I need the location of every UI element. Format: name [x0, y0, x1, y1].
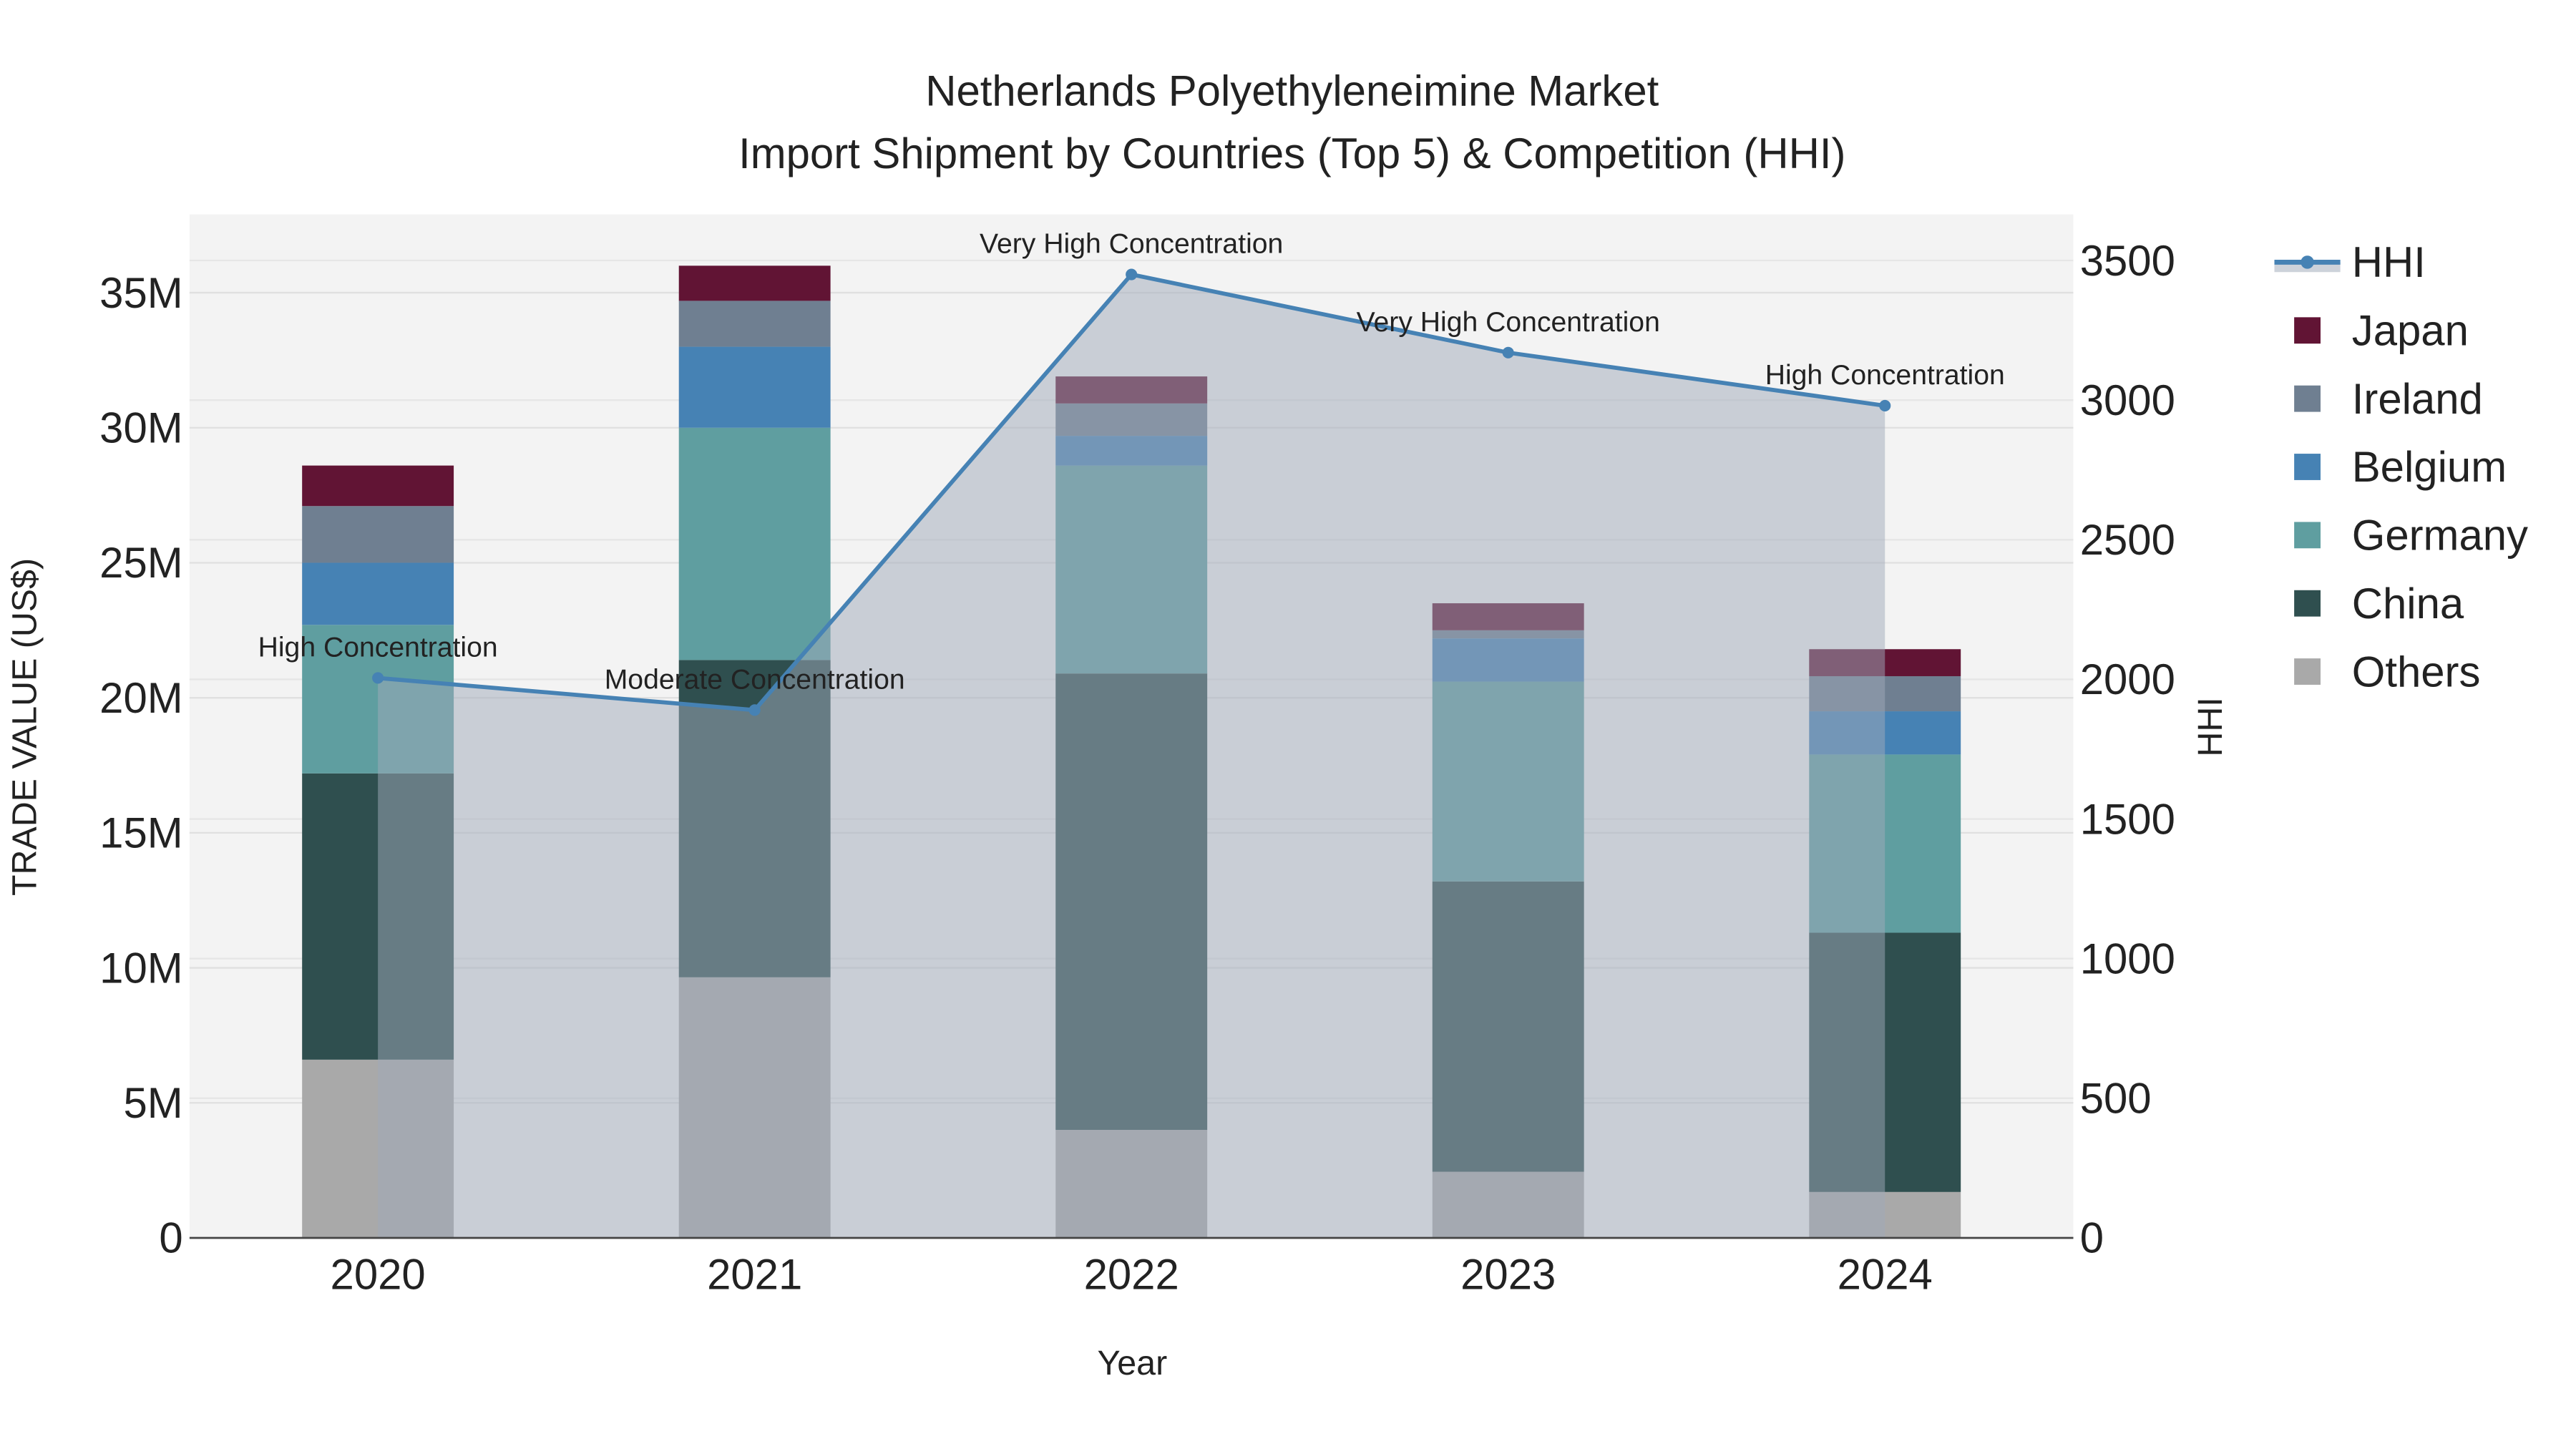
legend-label: China	[2352, 580, 2464, 628]
hhi-annotation: Moderate Concentration	[605, 664, 905, 695]
legend-swatch-icon	[2294, 658, 2321, 685]
y2-tick-label: 2500	[2080, 516, 2175, 564]
legend-item-hhi[interactable]: HHI	[2274, 238, 2426, 286]
y2-tick-label: 0	[2080, 1214, 2104, 1262]
y-tick-label: 25M	[99, 539, 182, 587]
bar-japan-2020	[302, 465, 454, 507]
legend-swatch-icon	[2294, 454, 2321, 480]
bar-germany-2021	[678, 427, 831, 660]
legend-label: Germany	[2352, 512, 2528, 560]
y2-axis-title: HHI	[2191, 697, 2230, 756]
y-tick-label: 30M	[99, 404, 182, 452]
y-tick-label: 15M	[99, 809, 182, 857]
legend-item-china[interactable]: China	[2294, 580, 2464, 628]
legend-item-germany[interactable]: Germany	[2294, 512, 2528, 560]
hhi-point-2020	[372, 672, 384, 684]
y2-tick-label: 3500	[2080, 237, 2175, 285]
y-tick-label: 10M	[99, 944, 182, 992]
y-tick-label: 20M	[99, 674, 182, 722]
y2-tick-label: 2000	[2080, 655, 2175, 703]
legend-item-belgium[interactable]: Belgium	[2294, 443, 2507, 491]
bar-belgium-2021	[678, 346, 831, 428]
y-tick-label: 35M	[99, 269, 182, 317]
y2-tick-label: 3000	[2080, 376, 2175, 424]
hhi-annotation: High Concentration	[1765, 360, 2005, 391]
y-axis-title: TRADE VALUE (US$)	[6, 558, 44, 896]
y-tick-label: 5M	[123, 1079, 182, 1127]
x-tick-label: 2022	[1084, 1250, 1179, 1298]
legend-item-others[interactable]: Others	[2294, 648, 2480, 696]
legend-item-japan[interactable]: Japan	[2294, 307, 2469, 355]
legend-swatch-icon	[2294, 385, 2321, 412]
legend-label: HHI	[2352, 238, 2426, 286]
x-axis-title: Year	[1097, 1344, 1167, 1382]
legend-label: Others	[2352, 648, 2481, 696]
bar-belgium-2020	[302, 562, 454, 625]
legend-swatch-icon	[2294, 317, 2321, 344]
x-tick-label: 2024	[1838, 1250, 1933, 1298]
bar-japan-2021	[678, 265, 831, 301]
hhi-point-2024	[1879, 399, 1891, 412]
x-tick-label: 2021	[707, 1250, 802, 1298]
legend-hhi-marker-icon	[2301, 255, 2314, 269]
y-tick-label: 0	[159, 1214, 182, 1262]
legend-label: Japan	[2352, 307, 2469, 355]
y2-tick-label: 500	[2080, 1075, 2152, 1123]
hhi-area	[378, 274, 1885, 1238]
legend-label: Ireland	[2352, 375, 2483, 423]
chart-title: Netherlands Polyethyleneimine Market	[925, 67, 1659, 115]
legend-item-ireland[interactable]: Ireland	[2294, 375, 2483, 423]
y2-tick-label: 1000	[2080, 935, 2175, 982]
x-tick-label: 2020	[331, 1250, 426, 1298]
hhi-point-2021	[748, 704, 761, 716]
hhi-annotation: Very High Concentration	[1357, 307, 1660, 338]
hhi-annotation: High Concentration	[258, 633, 498, 663]
bar-ireland-2021	[678, 301, 831, 347]
legend: HHI Japan Ireland Belgium Germany China Others	[2274, 238, 2528, 696]
hhi-point-2022	[1126, 268, 1138, 280]
bar-ireland-2020	[302, 506, 454, 563]
legend-swatch-icon	[2294, 590, 2321, 617]
hhi-point-2023	[1502, 346, 1514, 358]
chart-subtitle: Import Shipment by Countries (Top 5) & C…	[738, 130, 1845, 177]
hhi-annotation: Very High Concentration	[980, 229, 1283, 260]
y2-tick-label: 1500	[2080, 795, 2175, 843]
x-tick-label: 2023	[1460, 1250, 1556, 1298]
legend-swatch-icon	[2294, 522, 2321, 549]
legend-label: Belgium	[2352, 443, 2507, 491]
